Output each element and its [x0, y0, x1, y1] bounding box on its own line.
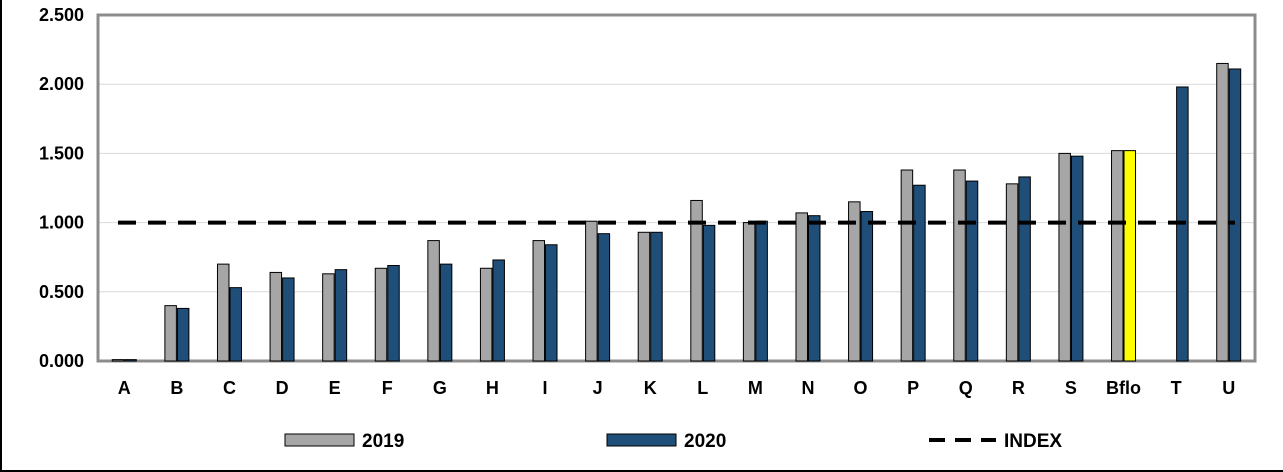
legend-label-2019: 2019 — [362, 431, 404, 452]
y-tick-label: 0.500 — [39, 282, 84, 302]
bar-2019-C — [216, 263, 230, 362]
bar-2020-S — [1070, 155, 1084, 362]
bar-2019-N — [795, 212, 808, 362]
x-tick-label: Q — [959, 378, 973, 398]
bar-2019-H — [479, 267, 493, 362]
x-tick-label: R — [1012, 378, 1025, 398]
x-tick-label: M — [748, 378, 763, 398]
x-tick-label: Bflo — [1106, 378, 1141, 398]
plot-area: 0.000 0.500 1.000 1.500 2.000 2.500 A B C D E F G H I J… — [39, 5, 1257, 398]
bar-2019-Q — [953, 169, 966, 362]
x-tick-label: E — [329, 378, 341, 398]
bar-2020-K — [650, 231, 663, 362]
bar-2020-N — [807, 215, 821, 362]
bar-2020-D — [282, 277, 295, 362]
bar-2020-Q — [965, 180, 979, 362]
x-tick-label: U — [1222, 378, 1235, 398]
bar-2020-B — [176, 307, 190, 362]
bar-2019-A — [111, 359, 125, 362]
y-tick-label: 2.500 — [39, 5, 84, 25]
bar-2019-I — [532, 240, 546, 362]
bar-2019-K — [637, 231, 651, 362]
x-tick-label: O — [854, 378, 868, 398]
y-tick-label: 1.500 — [39, 143, 84, 163]
bar-2020-O — [860, 211, 874, 362]
x-tick-label: F — [382, 378, 393, 398]
bar-2019-B — [164, 305, 177, 362]
bar-2019-E — [322, 273, 335, 362]
x-tick-label: C — [223, 378, 236, 398]
bar-2019-L — [690, 199, 703, 362]
x-tick-label: P — [907, 378, 919, 398]
x-tick-label: L — [697, 378, 708, 398]
bar-2020-G — [439, 263, 453, 362]
x-tick-label: H — [486, 378, 499, 398]
y-tick-label: 1.000 — [39, 213, 84, 233]
bar-2020-J — [597, 233, 611, 362]
bar-2020-R — [1018, 176, 1031, 362]
bar-2020-E — [334, 269, 348, 362]
bar-2020-F — [387, 265, 400, 362]
bar-2020-A — [124, 359, 137, 362]
bar-2020-U — [1228, 68, 1242, 362]
x-tick-label: K — [644, 378, 657, 398]
x-tick-label: J — [593, 378, 603, 398]
x-tick-label: B — [170, 378, 183, 398]
bar-2019-R — [1005, 183, 1019, 362]
x-tick-label: A — [118, 378, 131, 398]
x-tick-label: T — [1171, 378, 1182, 398]
bar-2019-M — [742, 222, 756, 362]
x-tick-label: D — [276, 378, 289, 398]
y-tick-label: 0.000 — [39, 351, 84, 371]
legend-swatch-2019 — [284, 433, 355, 447]
bar-2019-G — [427, 240, 440, 362]
plot-border — [96, 13, 1257, 363]
legend-swatch-2020 — [606, 433, 677, 447]
bar-2020-C — [229, 287, 242, 362]
bar-2019-S — [1058, 152, 1071, 362]
x-tick-label: S — [1065, 378, 1077, 398]
x-tick-label: I — [543, 378, 548, 398]
bar-2020-M — [755, 220, 768, 362]
bar-2019-J — [585, 220, 598, 362]
bar-2020-H — [492, 259, 505, 362]
bar-2020-L — [702, 224, 716, 362]
bar-2020-Bflo — [1123, 150, 1137, 362]
bar-2019-O — [848, 201, 861, 362]
bar-2020-P — [913, 184, 926, 362]
bar-2019-Bflo — [1111, 150, 1124, 362]
bar-2019-U — [1216, 62, 1229, 362]
y-tick-label: 2.000 — [39, 74, 84, 94]
legend-label-index: INDEX — [1004, 431, 1062, 452]
x-tick-label: G — [433, 378, 447, 398]
x-tick-label: N — [801, 378, 814, 398]
bar-2019-P — [900, 169, 914, 362]
bar-2020-I — [545, 244, 558, 362]
legend-label-2020: 2020 — [684, 431, 726, 452]
legend: 2019 2020 INDEX — [284, 431, 1062, 452]
bar-2019-F — [374, 267, 388, 362]
bar-2019-D — [269, 271, 283, 362]
